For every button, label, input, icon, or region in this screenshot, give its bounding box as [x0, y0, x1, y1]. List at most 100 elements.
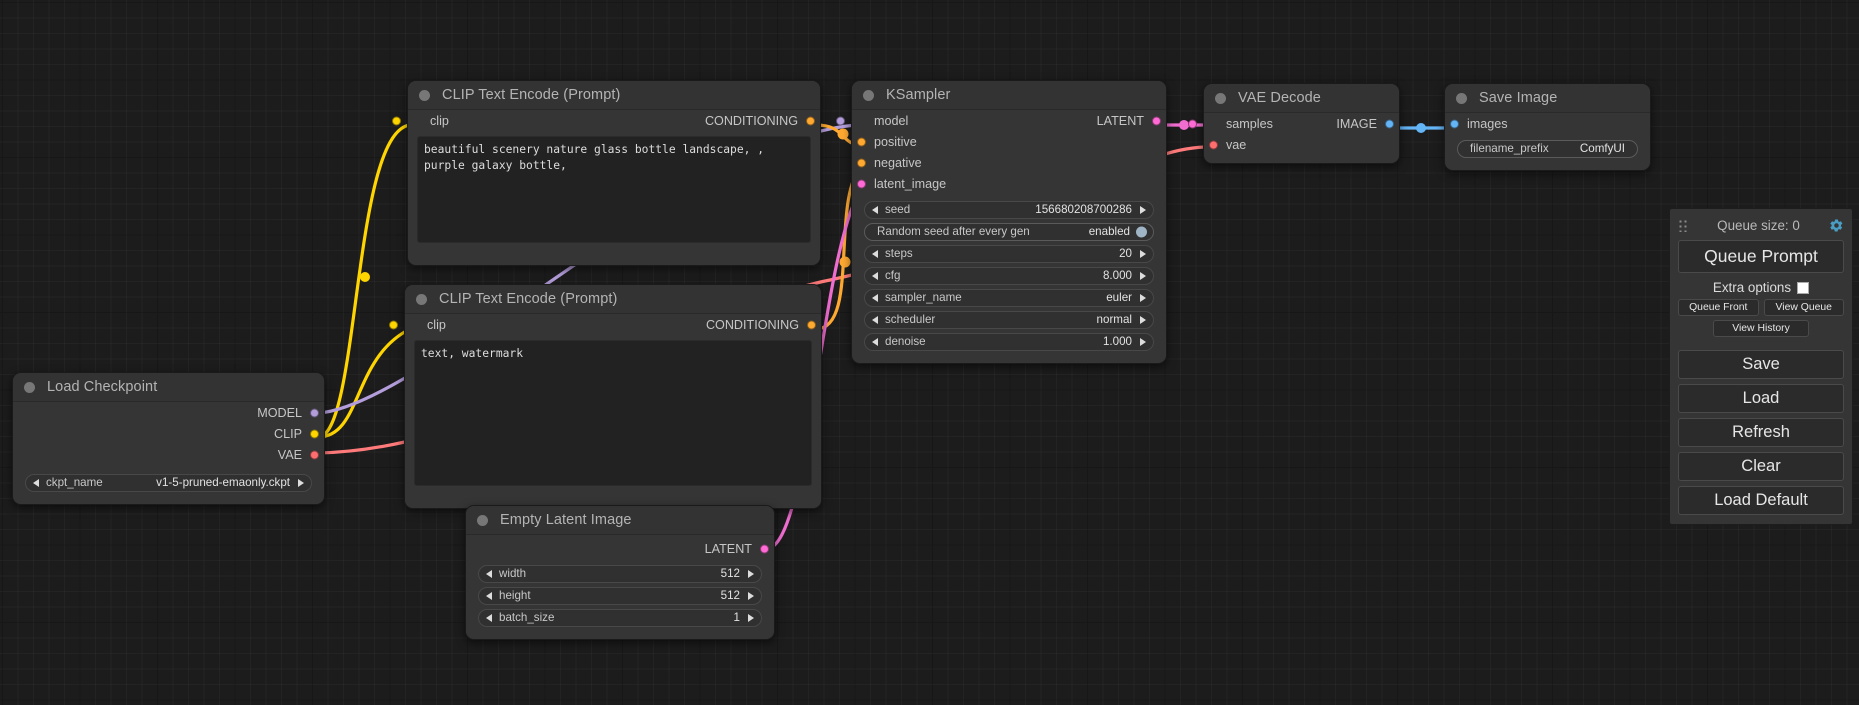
- increment-arrow-icon[interactable]: [748, 591, 754, 600]
- widget-height[interactable]: height 512: [478, 587, 762, 605]
- widget-steps[interactable]: steps 20: [864, 245, 1154, 263]
- output-slot-image[interactable]: IMAGE: [1336, 117, 1399, 131]
- load-default-button[interactable]: Load Default: [1678, 486, 1844, 515]
- output-slot-clip[interactable]: CLIP: [13, 423, 324, 444]
- widget-random-seed-toggle[interactable]: Random seed after every gen enabled: [864, 223, 1154, 241]
- collapse-dot-icon[interactable]: [419, 89, 430, 101]
- output-slot-vae[interactable]: VAE: [13, 444, 324, 465]
- node-title-vae-decode[interactable]: VAE Decode: [1204, 84, 1399, 113]
- comfy-menu-panel[interactable]: Queue size: 0 Queue Prompt Extra options…: [1669, 208, 1853, 525]
- input-dot-clip-icon[interactable]: [392, 116, 401, 125]
- extra-options-row[interactable]: Extra options: [1678, 280, 1844, 295]
- input-slot-samples[interactable]: samples: [1188, 117, 1273, 131]
- input-slot-model[interactable]: model: [836, 114, 908, 128]
- input-dot-negative-icon[interactable]: [857, 158, 866, 167]
- input-slot-latent-image[interactable]: latent_image: [852, 173, 1166, 194]
- increment-arrow-icon[interactable]: [1140, 315, 1146, 324]
- decrement-arrow-icon[interactable]: [33, 478, 39, 487]
- node-vae-decode[interactable]: VAE Decode samples IMAGE vae: [1188, 83, 1400, 164]
- output-slot-conditioning[interactable]: CONDITIONING: [706, 318, 821, 332]
- increment-arrow-icon[interactable]: [298, 478, 304, 487]
- output-dot-model-icon[interactable]: [310, 408, 319, 417]
- input-slot-vae[interactable]: vae: [1204, 134, 1399, 155]
- decrement-arrow-icon[interactable]: [872, 205, 878, 214]
- input-dot-vae-icon[interactable]: [1209, 140, 1218, 149]
- output-dot-latent-icon[interactable]: [1152, 116, 1161, 125]
- increment-arrow-icon[interactable]: [748, 613, 754, 622]
- increment-arrow-icon[interactable]: [1140, 337, 1146, 346]
- widget-filename-prefix[interactable]: filename_prefix ComfyUI: [1457, 140, 1638, 158]
- input-dot-images-icon[interactable]: [1450, 119, 1459, 128]
- widget-batch-size[interactable]: batch_size 1: [478, 609, 762, 627]
- view-history-button[interactable]: View History: [1713, 320, 1809, 337]
- output-slot-conditioning[interactable]: CONDITIONING: [705, 114, 820, 128]
- widget-width[interactable]: width 512: [478, 565, 762, 583]
- toggle-indicator-icon[interactable]: [1136, 226, 1147, 238]
- node-title-clip-negative[interactable]: CLIP Text Encode (Prompt): [405, 285, 821, 314]
- queue-prompt-button[interactable]: Queue Prompt: [1678, 240, 1844, 273]
- output-dot-conditioning-icon[interactable]: [806, 116, 815, 125]
- decrement-arrow-icon[interactable]: [872, 271, 878, 280]
- queue-front-button[interactable]: Queue Front: [1678, 299, 1759, 316]
- collapse-dot-icon[interactable]: [416, 293, 427, 305]
- collapse-dot-icon[interactable]: [477, 514, 488, 526]
- output-dot-conditioning-icon[interactable]: [807, 320, 816, 329]
- widget-sampler-name[interactable]: sampler_name euler: [864, 289, 1154, 307]
- input-slot-negative[interactable]: negative: [852, 152, 1166, 173]
- increment-arrow-icon[interactable]: [748, 569, 754, 578]
- output-slot-model[interactable]: MODEL: [13, 402, 324, 423]
- node-title-empty-latent[interactable]: Empty Latent Image: [466, 506, 774, 535]
- gear-icon[interactable]: [1829, 218, 1844, 233]
- node-clip-text-encode-negative[interactable]: CLIP Text Encode (Prompt) clip CONDITION…: [389, 284, 822, 509]
- increment-arrow-icon[interactable]: [1140, 293, 1146, 302]
- node-title-clip-positive[interactable]: CLIP Text Encode (Prompt): [408, 81, 820, 110]
- prompt-textarea-positive[interactable]: beautiful scenery nature glass bottle la…: [417, 136, 811, 243]
- decrement-arrow-icon[interactable]: [872, 337, 878, 346]
- collapse-dot-icon[interactable]: [863, 89, 874, 101]
- input-dot-positive-icon[interactable]: [857, 137, 866, 146]
- node-save-image[interactable]: Save Image images filename_prefix ComfyU…: [1444, 83, 1651, 171]
- node-title-save-image[interactable]: Save Image: [1445, 84, 1650, 113]
- widget-scheduler[interactable]: scheduler normal: [864, 311, 1154, 329]
- input-slot-images[interactable]: images: [1445, 113, 1650, 134]
- decrement-arrow-icon[interactable]: [872, 249, 878, 258]
- drag-handle-icon[interactable]: [1678, 218, 1688, 232]
- input-slot-clip[interactable]: clip: [389, 318, 446, 332]
- output-slot-latent[interactable]: LATENT: [466, 538, 774, 559]
- input-dot-latent-image-icon[interactable]: [857, 179, 866, 188]
- decrement-arrow-icon[interactable]: [486, 569, 492, 578]
- node-title-load-checkpoint[interactable]: Load Checkpoint: [13, 373, 324, 402]
- decrement-arrow-icon[interactable]: [486, 591, 492, 600]
- collapse-dot-icon[interactable]: [1215, 92, 1226, 104]
- collapse-dot-icon[interactable]: [1456, 92, 1467, 104]
- load-button[interactable]: Load: [1678, 384, 1844, 413]
- widget-ckpt-name[interactable]: ckpt_name v1-5-pruned-emaonly.ckpt: [25, 474, 312, 492]
- node-load-checkpoint[interactable]: Load Checkpoint MODEL CLIP VAE ckpt_name…: [12, 372, 325, 505]
- widget-cfg[interactable]: cfg 8.000: [864, 267, 1154, 285]
- output-slot-latent[interactable]: LATENT: [1097, 114, 1166, 128]
- node-clip-text-encode-positive[interactable]: CLIP Text Encode (Prompt) clip CONDITION…: [392, 80, 821, 266]
- increment-arrow-icon[interactable]: [1140, 205, 1146, 214]
- output-dot-image-icon[interactable]: [1385, 119, 1394, 128]
- input-slot-positive[interactable]: positive: [852, 131, 1166, 152]
- node-title-ksampler[interactable]: KSampler: [852, 81, 1166, 110]
- input-dot-clip-icon[interactable]: [389, 320, 398, 329]
- decrement-arrow-icon[interactable]: [872, 293, 878, 302]
- decrement-arrow-icon[interactable]: [486, 613, 492, 622]
- node-ksampler[interactable]: KSampler model LATENT positive negative: [836, 80, 1167, 364]
- output-dot-clip-icon[interactable]: [310, 429, 319, 438]
- save-button[interactable]: Save: [1678, 350, 1844, 379]
- node-empty-latent-image[interactable]: Empty Latent Image LATENT width 512 heig…: [465, 505, 775, 640]
- increment-arrow-icon[interactable]: [1140, 249, 1146, 258]
- input-dot-samples-icon[interactable]: [1188, 119, 1197, 128]
- collapse-dot-icon[interactable]: [24, 381, 35, 393]
- widget-seed[interactable]: seed 156680208700286: [864, 201, 1154, 219]
- input-slot-clip[interactable]: clip: [392, 114, 449, 128]
- output-dot-vae-icon[interactable]: [310, 450, 319, 459]
- view-queue-button[interactable]: View Queue: [1763, 299, 1844, 316]
- widget-denoise[interactable]: denoise 1.000: [864, 333, 1154, 351]
- extra-options-checkbox[interactable]: [1797, 281, 1810, 294]
- increment-arrow-icon[interactable]: [1140, 271, 1146, 280]
- output-dot-latent-icon[interactable]: [760, 544, 769, 553]
